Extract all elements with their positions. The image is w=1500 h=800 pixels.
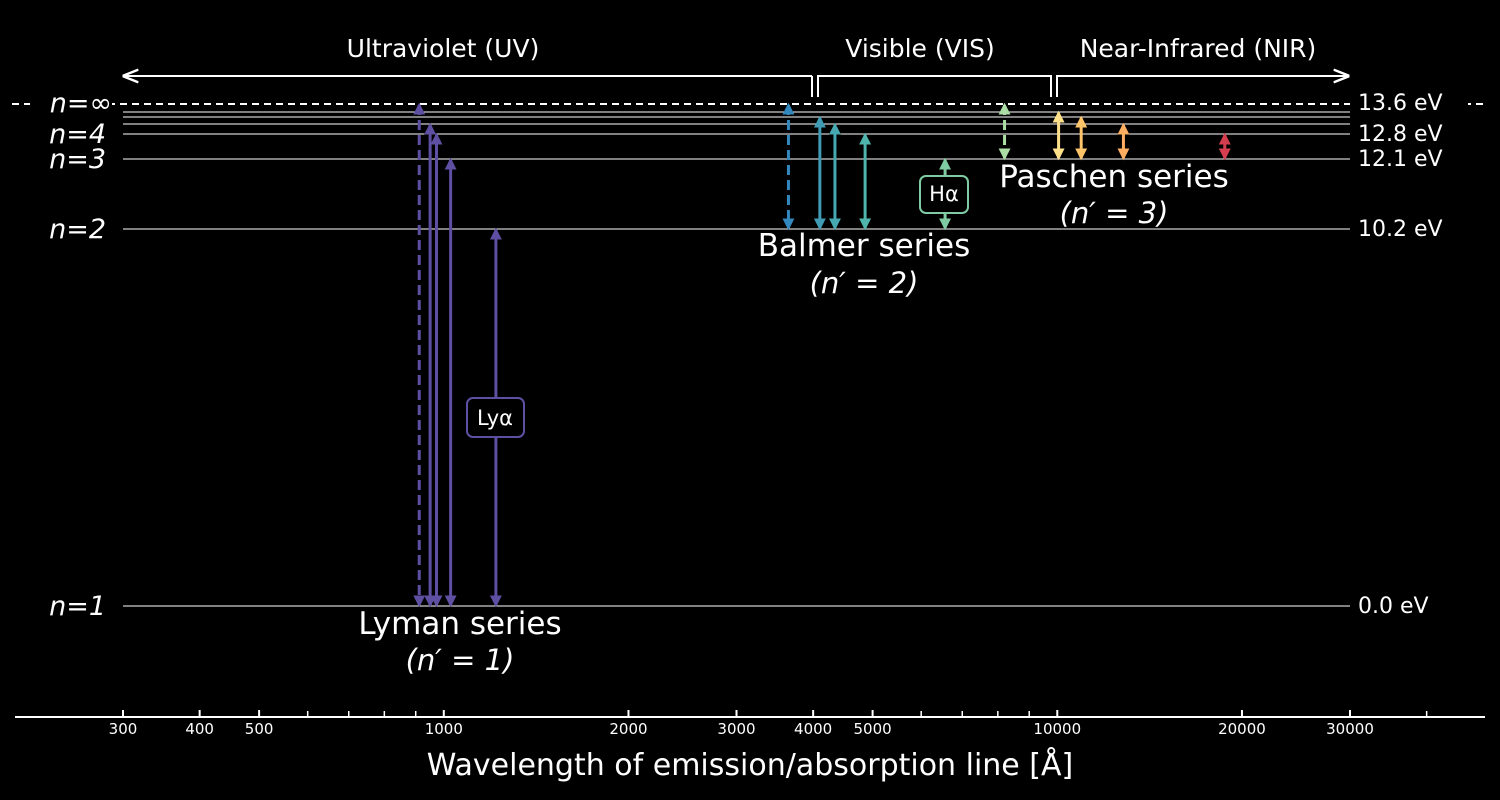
level-label-n3: n=3 — [49, 144, 106, 175]
h-alpha-label: Hα — [929, 182, 959, 206]
x-tick-label: 3000 — [717, 720, 755, 738]
region-label-vis: Visible (VIS) — [845, 34, 994, 63]
balmer-series-sub: (n′ = 2) — [810, 266, 919, 300]
region-label-nir: Near-Infrared (NIR) — [1080, 34, 1317, 63]
x-axis-ticks: 300 400 500 1000 2000 3000 4000 5000 10000 20000 3… — [109, 710, 1428, 738]
balmer-series-label: Balmer series — [758, 228, 971, 264]
h-alpha-callout: Hα — [919, 175, 969, 214]
energy-label-n1: 0.0 eV — [1358, 594, 1429, 619]
ly-alpha-callout: Lyα — [466, 397, 525, 438]
x-tick-label: 2000 — [609, 720, 647, 738]
x-axis-label: Wavelength of emission/absorption line [… — [427, 747, 1073, 783]
energy-label-n-inf: 13.6 eV — [1358, 91, 1443, 116]
lyman-series-label: Lyman series — [358, 606, 561, 642]
x-tick-label: 500 — [245, 720, 274, 738]
x-tick-label: 10000 — [1033, 720, 1081, 738]
x-tick-label: 30000 — [1326, 720, 1374, 738]
energy-levels — [12, 103, 1485, 607]
energy-label-n2: 10.2 eV — [1358, 217, 1443, 242]
level-label-n1: n=1 — [49, 591, 106, 622]
x-tick-label: 300 — [109, 720, 138, 738]
lyman-series-sub: (n′ = 1) — [406, 643, 515, 677]
x-tick-label: 4000 — [794, 720, 832, 738]
paschen-series-sub: (n′ = 3) — [1060, 196, 1169, 230]
nir-bracket — [1056, 75, 1348, 97]
level-label-n2: n=2 — [49, 214, 106, 245]
region-label-uv: Ultraviolet (UV) — [347, 34, 540, 63]
vis-bracket — [817, 75, 1052, 97]
energy-label-n4: 12.8 eV — [1358, 122, 1443, 147]
level-label-n-inf: n=∞ — [50, 88, 112, 119]
x-tick-label: 5000 — [854, 720, 892, 738]
paschen-series-label: Paschen series — [999, 159, 1229, 195]
x-tick-label: 400 — [185, 720, 214, 738]
x-tick-label: 1000 — [425, 720, 463, 738]
x-tick-label: 20000 — [1218, 720, 1266, 738]
region-brackets — [124, 76, 1348, 97]
energy-label-n3: 12.1 eV — [1358, 147, 1443, 172]
level-label-n4: n=4 — [49, 119, 106, 150]
ly-alpha-label: Lyα — [477, 406, 513, 430]
